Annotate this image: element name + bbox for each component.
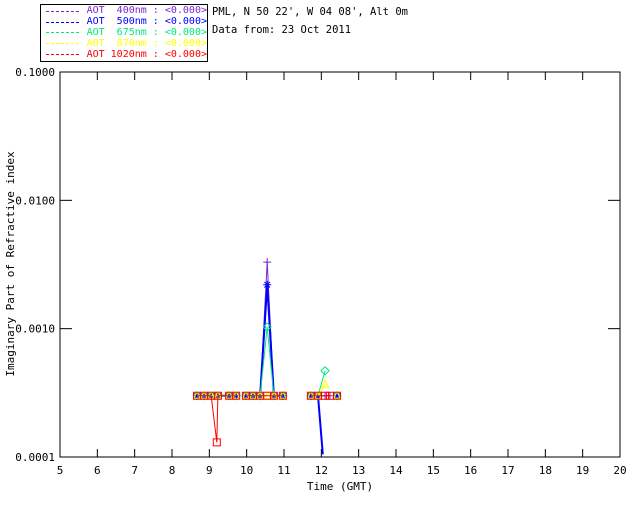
x-tick-label: 5 <box>57 464 64 477</box>
legend-box: AOT 400nm : <0.000> AOT 500nm : <0.000> AO… <box>40 4 208 62</box>
legend-line-sample-500nm <box>46 21 79 23</box>
legend-item-400nm: AOT 400nm : <0.000> <box>41 6 207 17</box>
series-marker-1020nm <box>269 391 278 400</box>
legend-item-675nm: AOT 675nm : <0.000> <box>41 26 207 39</box>
y-axis-title: Imaginary Part of Refractive index <box>4 151 17 377</box>
series-marker-870nm <box>248 390 258 400</box>
legend-item-500nm: AOT 500nm : <0.000> <box>41 17 207 28</box>
x-tick-label: 16 <box>464 464 477 477</box>
series-marker-870nm <box>199 390 209 400</box>
y-tick-label: 0.0100 <box>15 194 55 207</box>
x-tick-label: 12 <box>315 464 328 477</box>
series-marker-1020nm <box>333 391 342 400</box>
series-marker-1020nm <box>212 438 221 447</box>
legend-label-1020nm: AOT 1020nm : <0.000> <box>86 48 207 60</box>
legend-label-400nm: AOT 400nm : <0.000> <box>86 5 207 17</box>
x-tick-label: 6 <box>94 464 101 477</box>
x-tick-label: 18 <box>539 464 552 477</box>
series-marker-870nm <box>241 390 251 400</box>
x-tick-label: 9 <box>206 464 213 477</box>
x-tick-label: 7 <box>131 464 138 477</box>
series-marker-870nm <box>255 390 265 400</box>
series-marker-500nm <box>333 391 342 400</box>
series-marker-1020nm <box>278 391 287 400</box>
series-marker-870nm <box>278 390 288 400</box>
y-tick-label: 0.0001 <box>15 451 55 464</box>
series-line-500nm <box>245 284 283 397</box>
series-marker-500nm <box>306 391 315 400</box>
legend-label-870nm: AOT 870nm : <0.000> <box>86 37 207 49</box>
series-line-500nm <box>310 394 324 455</box>
x-tick-label: 10 <box>240 464 253 477</box>
series-marker-870nm <box>306 390 316 400</box>
x-axis-title: Time (GMT) <box>307 480 373 493</box>
series-marker-500nm <box>232 391 241 400</box>
plot-header: PML, N 50 22', W 04 08', Alt 0m Data fro… <box>212 3 408 39</box>
x-tick-label: 20 <box>613 464 626 477</box>
x-tick-label: 14 <box>389 464 403 477</box>
legend-line-sample-1020nm <box>46 54 79 56</box>
series-marker-870nm <box>224 390 234 400</box>
legend-label-675nm: AOT 675nm : <0.000> <box>86 26 207 38</box>
x-tick-label: 13 <box>352 464 365 477</box>
series-marker-870nm <box>262 390 272 400</box>
legend-item-1020nm: AOT 1020nm : <0.000> <box>41 49 207 60</box>
y-tick-label: 0.1000 <box>15 66 55 79</box>
x-tick-label: 15 <box>427 464 440 477</box>
data-date-text: Data from: 23 Oct 2011 <box>212 24 352 36</box>
series-marker-400nm <box>263 258 272 267</box>
series-marker-870nm <box>332 390 342 400</box>
series-marker-870nm <box>192 390 202 400</box>
series-marker-675nm <box>320 366 330 376</box>
plot-frame <box>59 71 621 458</box>
series-line-1020nm <box>197 395 237 443</box>
y-tick-label: 0.0010 <box>15 323 55 336</box>
legend-label-500nm: AOT 500nm : <0.000> <box>86 16 207 28</box>
series-marker-870nm <box>231 390 241 400</box>
series-marker-870nm <box>269 390 279 400</box>
legend-line-sample-870nm <box>46 43 79 45</box>
station-location-text: PML, N 50 22', W 04 08', Alt 0m <box>212 6 408 18</box>
x-tick-label: 17 <box>501 464 514 477</box>
series-marker-870nm <box>313 390 323 400</box>
series-marker-1020nm <box>213 391 222 400</box>
x-tick-label: 11 <box>277 464 290 477</box>
series-marker-675nm <box>262 322 272 332</box>
x-tick-label: 19 <box>576 464 589 477</box>
series-marker-870nm <box>320 378 330 388</box>
legend-line-sample-675nm <box>46 32 79 34</box>
series-marker-500nm <box>263 280 272 289</box>
x-tick-label: 8 <box>169 464 176 477</box>
legend-item-870nm: AOT 870nm : <0.000> <box>41 38 207 49</box>
series-marker-1020nm <box>232 391 241 400</box>
legend-line-sample-400nm <box>46 10 79 12</box>
